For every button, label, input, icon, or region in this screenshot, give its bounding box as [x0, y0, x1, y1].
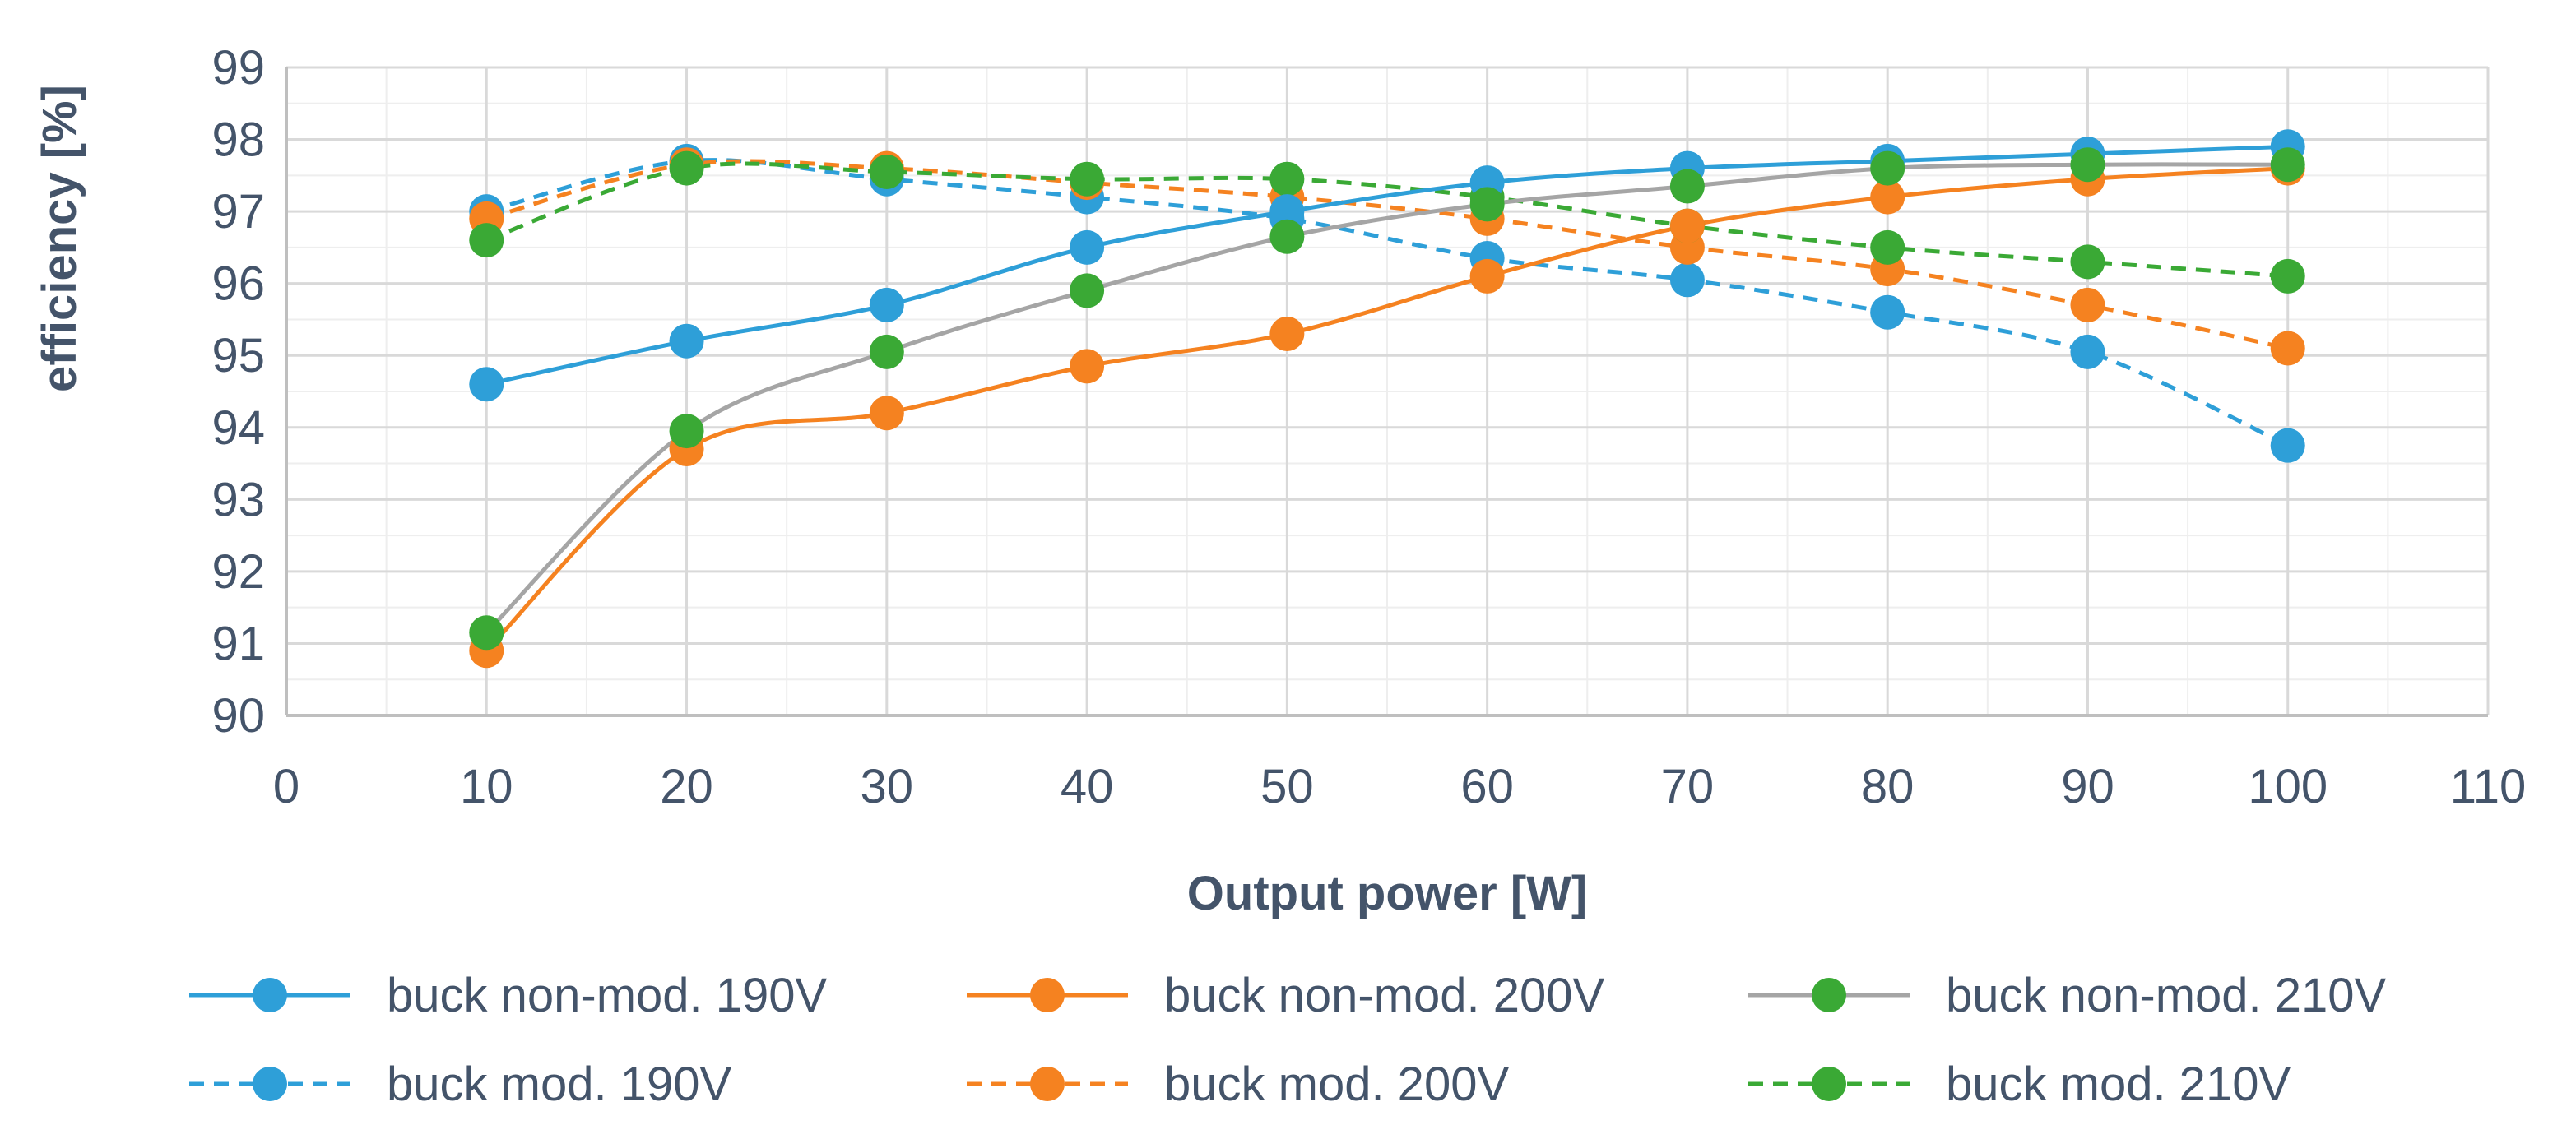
x-tick-label: 70: [1661, 760, 1715, 813]
x-tick-label: 110: [2450, 760, 2526, 813]
x-tick-label: 0: [273, 760, 299, 813]
data-point: [1870, 294, 1905, 330]
data-point: [669, 414, 704, 449]
data-point: [1269, 161, 1305, 197]
y-tick-label: 92: [211, 545, 265, 599]
data-point: [2270, 331, 2305, 366]
data-point: [2070, 244, 2105, 280]
y-tick-label: 95: [211, 329, 265, 382]
series-line: [485, 166, 2288, 652]
data-point: [2270, 147, 2305, 183]
legend-label: buck non-mod. 210V: [1946, 969, 2387, 1022]
data-point: [1870, 229, 1905, 265]
x-tick-label: 80: [1861, 760, 1915, 813]
data-point: [1870, 179, 1905, 215]
y-tick-label: 94: [211, 401, 265, 455]
series-line: [485, 161, 2288, 279]
data-point: [1870, 150, 1905, 186]
x-tick-label: 90: [2061, 760, 2114, 813]
data-point: [1669, 208, 1705, 243]
data-point: [1469, 258, 1505, 294]
y-tick-label: 97: [211, 185, 265, 238]
data-point: [1469, 187, 1505, 222]
legend-marker: [1812, 1067, 1846, 1101]
data-point: [1070, 273, 1105, 308]
data-point: [869, 154, 904, 189]
legend-label: buck mod. 210V: [1946, 1058, 2291, 1111]
legend-marker: [1030, 978, 1065, 1012]
x-tick-label: 10: [460, 760, 513, 813]
legend-label: buck mod. 190V: [387, 1058, 731, 1111]
data-point: [2270, 428, 2305, 463]
data-point: [1269, 219, 1305, 254]
data-point: [869, 396, 904, 431]
legend-marker: [253, 1067, 287, 1101]
data-point: [869, 334, 904, 369]
legend-label: buck mod. 200V: [1164, 1058, 1509, 1111]
legend-marker: [1812, 978, 1846, 1012]
axis-layer: 0 10 20 30 40 50 60 70 80 90 100 110 90 91 92 93 94 95 96 9…: [211, 41, 2526, 813]
grid-layer: [285, 66, 2490, 717]
x-tick-label: 60: [1460, 760, 1514, 813]
series-line: [485, 159, 2289, 350]
data-point: [669, 150, 704, 186]
y-tick-label: 93: [211, 473, 265, 526]
series-line: [485, 162, 2288, 635]
x-tick-label: 30: [861, 760, 914, 813]
data-point: [1669, 262, 1705, 298]
x-tick-label: 100: [2248, 760, 2328, 813]
data-point: [1070, 349, 1105, 384]
legend-marker: [253, 978, 287, 1012]
series-layer: [469, 129, 2305, 669]
data-point: [1070, 229, 1105, 265]
x-tick-label: 20: [660, 760, 713, 813]
data-point: [669, 323, 704, 359]
data-point: [469, 367, 504, 402]
data-point: [2070, 334, 2105, 369]
data-point: [469, 223, 504, 258]
data-point: [469, 615, 504, 651]
data-point: [869, 287, 904, 322]
data-point: [1070, 161, 1105, 197]
legend-label: buck non-mod. 190V: [387, 969, 828, 1022]
data-point: [2270, 258, 2305, 294]
series-line: [485, 144, 2288, 387]
data-point: [2070, 287, 2105, 322]
data-point: [1669, 169, 1705, 204]
y-tick-label: 91: [211, 617, 265, 670]
data-point: [1269, 194, 1305, 229]
data-point: [1269, 316, 1305, 351]
y-tick-label: 98: [211, 113, 265, 167]
data-point: [2070, 147, 2105, 183]
y-tick-label: 99: [211, 41, 265, 95]
series-line: [485, 158, 2289, 447]
y-tick-label: 90: [211, 689, 265, 743]
legend-marker: [1030, 1067, 1065, 1101]
legend-label: buck non-mod. 200V: [1164, 969, 1605, 1022]
x-tick-label: 50: [1260, 760, 1314, 813]
x-axis-title: Output power [W]: [1187, 867, 1587, 920]
x-tick-label: 40: [1061, 760, 1114, 813]
y-axis-title: efficiency [%]: [33, 85, 86, 392]
y-tick-label: 96: [211, 257, 265, 311]
legend: buck non-mod. 190V buck non-mod. 200V buck…: [189, 969, 2387, 1111]
